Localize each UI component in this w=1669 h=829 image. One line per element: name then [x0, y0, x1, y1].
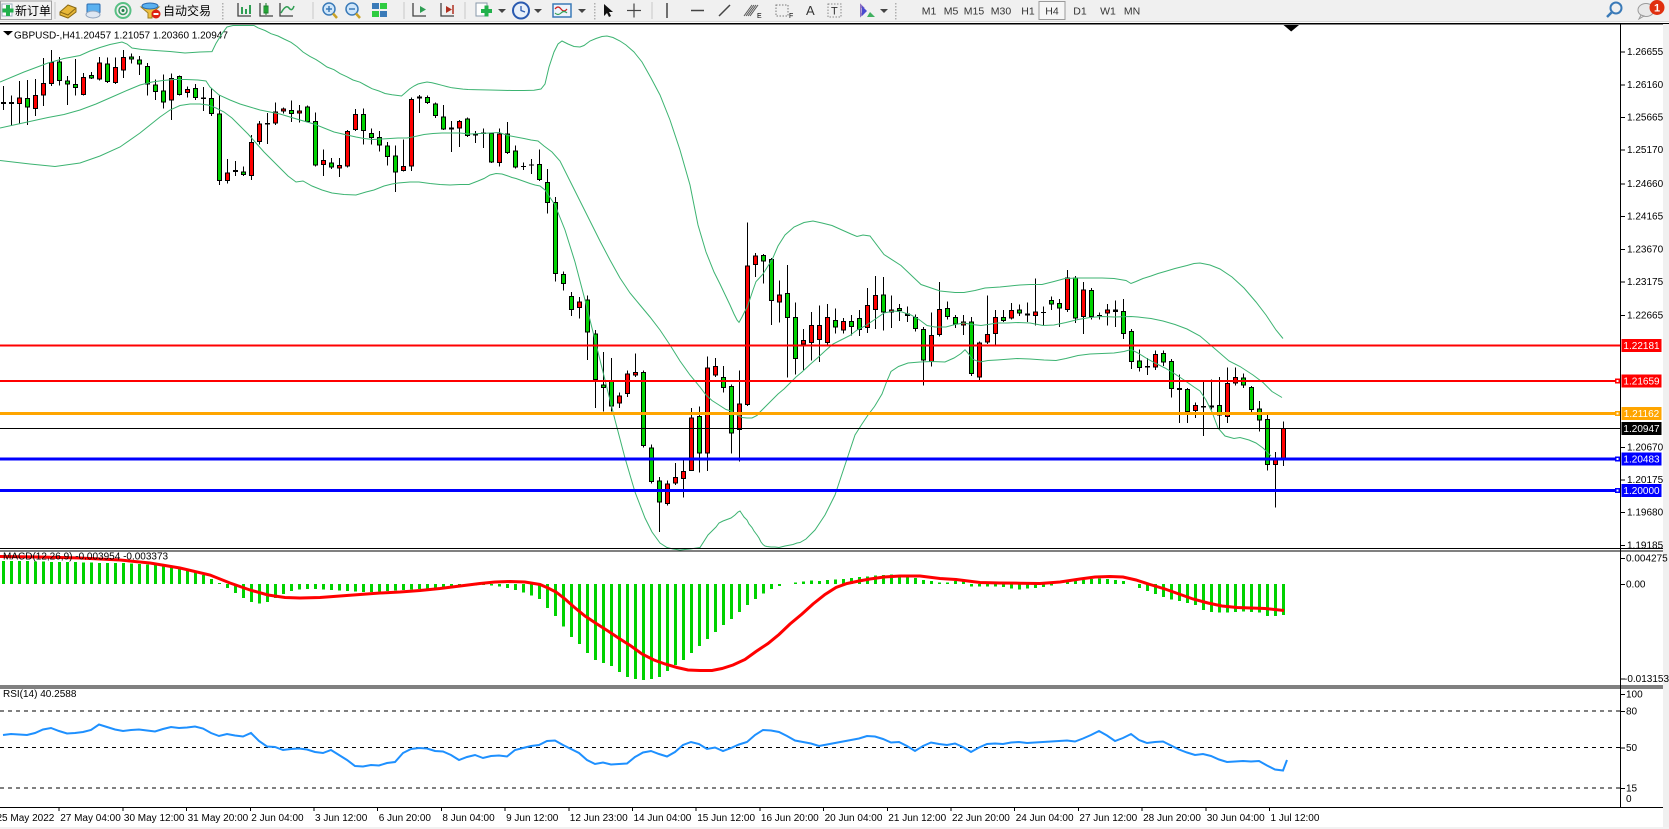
svg-text:24 Jun 04:00: 24 Jun 04:00: [1016, 813, 1074, 824]
svg-text:M15: M15: [964, 6, 985, 18]
svg-text:M5: M5: [944, 6, 959, 18]
svg-text:8 Jun 04:00: 8 Jun 04:00: [442, 813, 495, 824]
svg-text:RSI(14) 40.2588: RSI(14) 40.2588: [3, 689, 77, 700]
svg-text:0: 0: [1626, 794, 1632, 805]
svg-text:GBPUSD-,H4: GBPUSD-,H4: [14, 31, 76, 42]
svg-text:新订单: 新订单: [15, 3, 51, 18]
svg-text:MN: MN: [1124, 6, 1140, 18]
svg-text:14 Jun 04:00: 14 Jun 04:00: [634, 813, 692, 824]
svg-text:0.004275: 0.004275: [1626, 554, 1668, 565]
svg-text:1.20947: 1.20947: [1623, 424, 1660, 435]
svg-text:1.25170: 1.25170: [1627, 145, 1664, 156]
svg-text:27 Jun 12:00: 27 Jun 12:00: [1079, 813, 1137, 824]
svg-text:1.26160: 1.26160: [1627, 80, 1664, 91]
svg-text:27 May 04:00: 27 May 04:00: [60, 813, 121, 824]
svg-text:D1: D1: [1073, 6, 1087, 18]
svg-text:25 May 2022: 25 May 2022: [0, 813, 55, 824]
svg-text:MACD(12,26,9) -0.003954 -0.003: MACD(12,26,9) -0.003954 -0.003373: [3, 552, 169, 563]
svg-text:1.19680: 1.19680: [1627, 508, 1664, 519]
svg-text:20 Jun 04:00: 20 Jun 04:00: [825, 813, 883, 824]
svg-text:1.20175: 1.20175: [1627, 475, 1664, 486]
svg-text:M1: M1: [922, 6, 937, 18]
svg-text:自动交易: 自动交易: [163, 3, 211, 18]
svg-text:W1: W1: [1100, 6, 1116, 18]
svg-text:H4: H4: [1045, 6, 1059, 18]
svg-text:1.25665: 1.25665: [1627, 113, 1664, 124]
svg-text:E: E: [757, 13, 762, 20]
svg-text:1.20483: 1.20483: [1623, 454, 1660, 465]
svg-text:1.24165: 1.24165: [1627, 212, 1664, 223]
svg-text:50: 50: [1626, 743, 1638, 754]
svg-text:9 Jun 12:00: 9 Jun 12:00: [506, 813, 559, 824]
svg-text:1.22181: 1.22181: [1623, 341, 1660, 352]
svg-text:T: T: [831, 6, 838, 18]
svg-text:1.19185: 1.19185: [1627, 540, 1664, 551]
svg-text:A: A: [806, 3, 815, 18]
svg-text:22 Jun 20:00: 22 Jun 20:00: [952, 813, 1010, 824]
svg-text:28 Jun 20:00: 28 Jun 20:00: [1143, 813, 1201, 824]
svg-text:3 Jun 12:00: 3 Jun 12:00: [315, 813, 368, 824]
svg-text:12 Jun 23:00: 12 Jun 23:00: [570, 813, 628, 824]
svg-text:1.23670: 1.23670: [1627, 244, 1664, 255]
svg-text:M30: M30: [991, 6, 1012, 18]
svg-text:1 Jul 12:00: 1 Jul 12:00: [1271, 813, 1320, 824]
svg-text:1.21162: 1.21162: [1624, 409, 1660, 420]
svg-text:100: 100: [1626, 690, 1643, 701]
svg-text:1.23175: 1.23175: [1627, 277, 1664, 288]
svg-text:6 Jun 20:00: 6 Jun 20:00: [379, 813, 432, 824]
svg-text:1: 1: [1654, 3, 1660, 15]
svg-text:80: 80: [1626, 707, 1638, 718]
svg-text:21 Jun 12:00: 21 Jun 12:00: [888, 813, 946, 824]
svg-text:31 May 20:00: 31 May 20:00: [188, 813, 249, 824]
svg-text:F: F: [789, 13, 793, 20]
svg-text:1.26655: 1.26655: [1627, 47, 1664, 58]
svg-text:15 Jun 12:00: 15 Jun 12:00: [697, 813, 755, 824]
svg-text:30 May 12:00: 30 May 12:00: [124, 813, 185, 824]
svg-text:1.20670: 1.20670: [1627, 442, 1664, 453]
svg-text:H1: H1: [1021, 6, 1035, 18]
svg-text:1.24660: 1.24660: [1627, 179, 1664, 190]
svg-text:-0.013153: -0.013153: [1624, 674, 1669, 685]
svg-text:1.22665: 1.22665: [1627, 311, 1664, 322]
svg-text:15: 15: [1626, 784, 1638, 795]
svg-text:2 Jun 04:00: 2 Jun 04:00: [251, 813, 304, 824]
svg-text:1.20000: 1.20000: [1623, 486, 1660, 497]
svg-text:30 Jun 04:00: 30 Jun 04:00: [1207, 813, 1265, 824]
svg-text:0.00: 0.00: [1626, 580, 1646, 591]
svg-text:16 Jun 20:00: 16 Jun 20:00: [761, 813, 819, 824]
svg-text:1.20457 1.21057 1.20360 1.2094: 1.20457 1.21057 1.20360 1.20947: [75, 31, 228, 42]
svg-text:1.21659: 1.21659: [1623, 377, 1660, 388]
